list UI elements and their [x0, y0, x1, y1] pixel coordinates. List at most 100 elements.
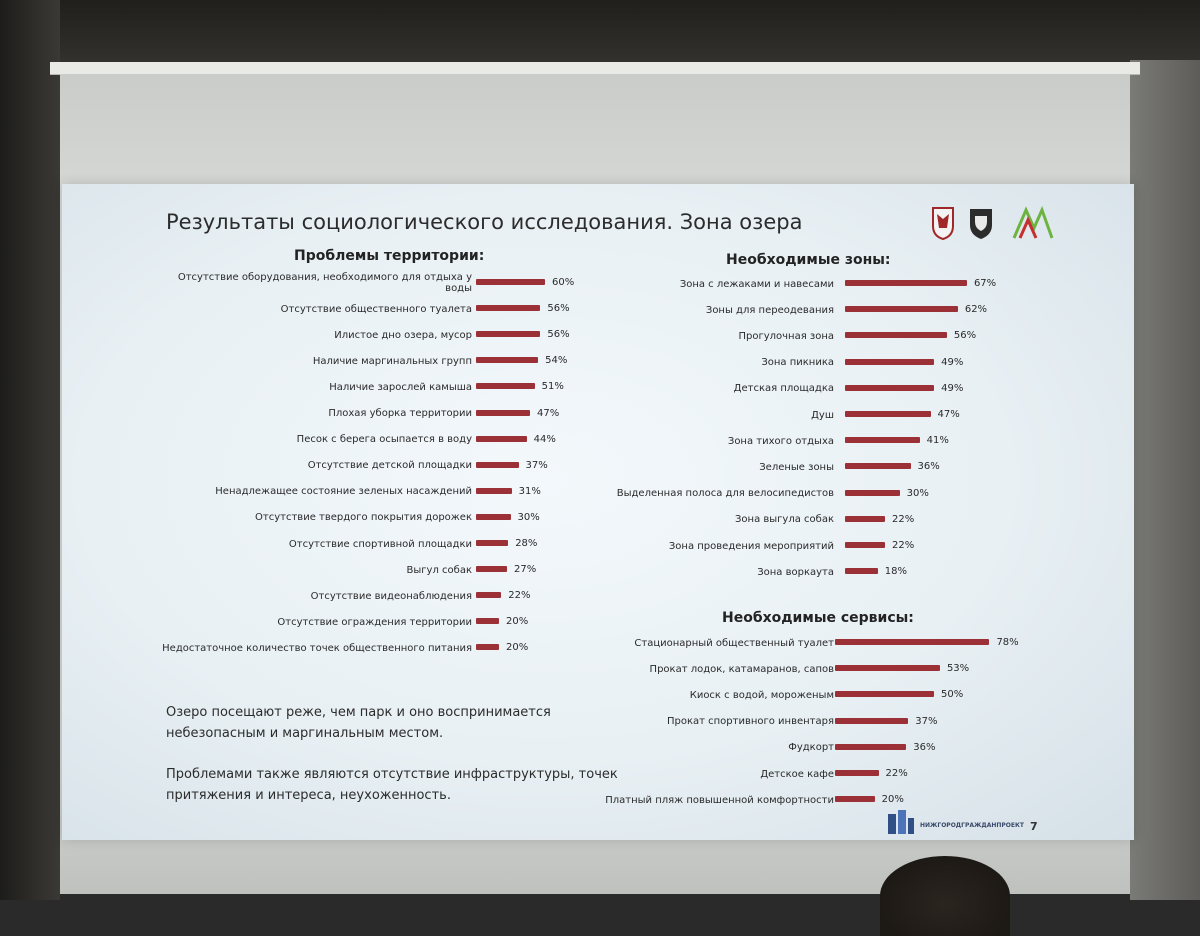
bar: [845, 463, 911, 470]
bar: [835, 665, 940, 672]
room-right-wall: [1130, 60, 1200, 900]
bar: [476, 383, 535, 390]
bar: [476, 644, 499, 651]
header-logos: [930, 206, 1060, 242]
bar-label: Зеленые зоны: [759, 461, 834, 473]
bar-value-label: 27%: [514, 564, 537, 576]
bar: [845, 280, 967, 286]
bar: [476, 331, 541, 338]
bar-label: Отсутствие детской площадки: [307, 460, 472, 472]
city-m-logo: [1012, 206, 1054, 239]
bar: [476, 487, 512, 494]
bar-value-label: 31%: [518, 485, 541, 497]
bar-label: Зона тихого отдыха: [727, 435, 834, 447]
bar-label: Отсутствие спортивной площадки: [288, 538, 472, 550]
bar: [845, 542, 886, 548]
bar-label: Зона с лежаками и навесами: [679, 278, 834, 290]
bar-value-label: 41%: [926, 435, 949, 447]
bar: [835, 717, 909, 724]
company-name: НИЖГОРОДГРАЖДАНПРОЕКТ: [920, 822, 1024, 829]
bar-label: Наличие зарослей камыша: [329, 381, 472, 393]
bar-value-label: 51%: [541, 381, 564, 393]
bar-value-label: 53%: [946, 663, 970, 675]
bar-label: Отсутствие общественного туалета: [280, 303, 472, 315]
bar-value-label: 18%: [884, 566, 907, 578]
room-ceiling: [0, 0, 1200, 70]
bar-value-label: 30%: [517, 511, 540, 523]
bar-label: Детская площадка: [733, 383, 834, 395]
bar: [476, 461, 519, 468]
bar-value-label: 22%: [892, 513, 915, 525]
bar-value-label: 44%: [533, 433, 556, 445]
bar-value-label: 30%: [906, 487, 929, 499]
bar-value-label: 49%: [941, 356, 964, 368]
bar-label: Отсутствие ограждения территории: [277, 616, 472, 628]
bar: [476, 566, 508, 573]
bar-value-label: 36%: [913, 741, 936, 753]
bar-label: Отсутствие твердого покрытия дорожек: [255, 512, 472, 524]
note-lake-safety: Озеро посещают реже, чем парк и оно восп…: [166, 705, 551, 741]
bar-value-label: 36%: [917, 461, 940, 473]
zones-section-title: Необходимые зоны:: [726, 252, 891, 268]
bar-value-label: 56%: [547, 303, 570, 315]
footer-company-logo: НИЖГОРОДГРАЖДАНПРОЕКТ: [886, 808, 1036, 838]
bar-value-label: 67%: [973, 278, 997, 289]
bar: [476, 305, 541, 312]
bar-value-label: 22%: [892, 540, 915, 551]
shield-emblem-logo: [970, 209, 992, 239]
bar-label: Песок с берега осыпается в воду: [296, 434, 472, 446]
bar-value-label: 37%: [525, 459, 548, 471]
page-number: 7: [1030, 820, 1038, 833]
bar-value-label: 20%: [881, 794, 904, 806]
presentation-slide: Результаты социологического исследования…: [62, 184, 1134, 840]
bar-value-label: 28%: [515, 538, 538, 549]
bar-label: Детское кафе: [760, 768, 834, 780]
bar: [835, 743, 907, 750]
bar: [845, 384, 935, 391]
bar-label: Зона пикника: [761, 357, 834, 369]
bar-label: Недостаточное количество точек обществен…: [162, 642, 472, 654]
bar-value-label: 47%: [937, 409, 960, 420]
bar-value-label: 54%: [545, 355, 568, 367]
bar-label: Фудкорт: [788, 742, 834, 754]
bar-label: Отсутствие оборудования, необходимого дл…: [177, 272, 472, 294]
bar: [845, 358, 935, 365]
coat-of-arms-logo: [932, 207, 954, 240]
bar-value-label: 20%: [506, 616, 529, 628]
bar: [476, 435, 527, 442]
bar-label: Наличие маргинальных групп: [312, 355, 472, 367]
bar-label: Отсутствие видеонаблюдения: [310, 590, 472, 602]
bar: [845, 411, 931, 417]
bar: [835, 691, 934, 698]
bar: [835, 639, 990, 645]
room-left-wall: [0, 0, 60, 900]
note-infrastructure: Проблемами также являются отсутствие инф…: [166, 767, 618, 803]
bar: [845, 332, 947, 339]
bar: [476, 592, 502, 599]
bar-label: Ненадлежащее состояние зеленых насаждени…: [215, 486, 472, 498]
bar-value-label: 78%: [996, 637, 1019, 648]
bar-label: Душ: [811, 409, 834, 421]
bar-value-label: 20%: [506, 642, 529, 654]
bar-label: Стационарный общественный туалет: [634, 637, 834, 649]
bar-label: Платный пляж повышенной комфортности: [605, 794, 834, 806]
bar-value-label: 22%: [508, 590, 531, 602]
bar: [476, 409, 531, 416]
bar-label: Киоск с водой, мороженым: [689, 689, 834, 701]
bar-label: Прокат спортивного инвентаря: [666, 716, 834, 728]
bar-label: Зона воркаута: [757, 566, 834, 578]
bar: [845, 306, 958, 313]
bar: [476, 540, 509, 546]
bar-value-label: 56%: [547, 329, 570, 341]
bar-label: Зоны для переодевания: [705, 304, 834, 316]
bar: [476, 513, 511, 520]
bar-label: Илистое дно озера, мусор: [334, 329, 472, 341]
bar-label: Зона проведения мероприятий: [668, 540, 834, 552]
bar: [845, 515, 886, 522]
bar-label: Выделенная полоса для велосипедистов: [616, 488, 834, 500]
bar-value-label: 37%: [915, 715, 938, 727]
bar: [845, 568, 878, 575]
bar-label: Прогулочная зона: [738, 330, 834, 342]
bar-label: Прокат лодок, катамаранов, сапов: [649, 663, 834, 675]
bar-value-label: 47%: [537, 407, 560, 419]
